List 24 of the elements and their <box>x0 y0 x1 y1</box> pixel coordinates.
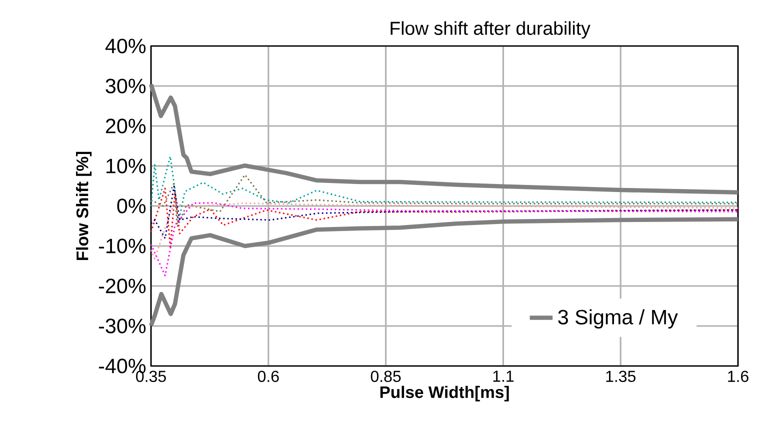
y-axis-title: Flow Shift [%] <box>76 152 92 260</box>
line-series <box>150 186 739 240</box>
x-tick-label: 1.35 <box>606 370 636 382</box>
y-tick-label: 20% <box>106 118 146 134</box>
line-series <box>148 82 740 195</box>
x-tick-label: 0.85 <box>370 370 401 382</box>
line-series <box>150 202 739 260</box>
line-series <box>150 202 739 276</box>
x-tick-label: 1.6 <box>728 370 748 382</box>
y-tick-label: -20% <box>98 278 146 294</box>
y-tick-label: -30% <box>98 318 146 334</box>
x-tick-label: 1.1 <box>493 370 514 382</box>
line-series <box>150 188 739 248</box>
y-tick-label: 40% <box>105 38 146 54</box>
chart-title: Flow shift after durability <box>390 21 590 39</box>
line-series <box>150 156 739 224</box>
y-tick-label: 10% <box>106 158 146 174</box>
y-tick-label: 0% <box>117 198 146 214</box>
x-axis-title: Pulse Width[ms] <box>380 386 509 402</box>
x-tick-label: 0.6 <box>258 370 279 382</box>
y-tick-label: 30% <box>106 78 146 94</box>
legend-label: 3 Sigma / My <box>558 309 678 329</box>
y-tick-label: -10% <box>98 238 146 254</box>
line-series <box>150 174 739 228</box>
